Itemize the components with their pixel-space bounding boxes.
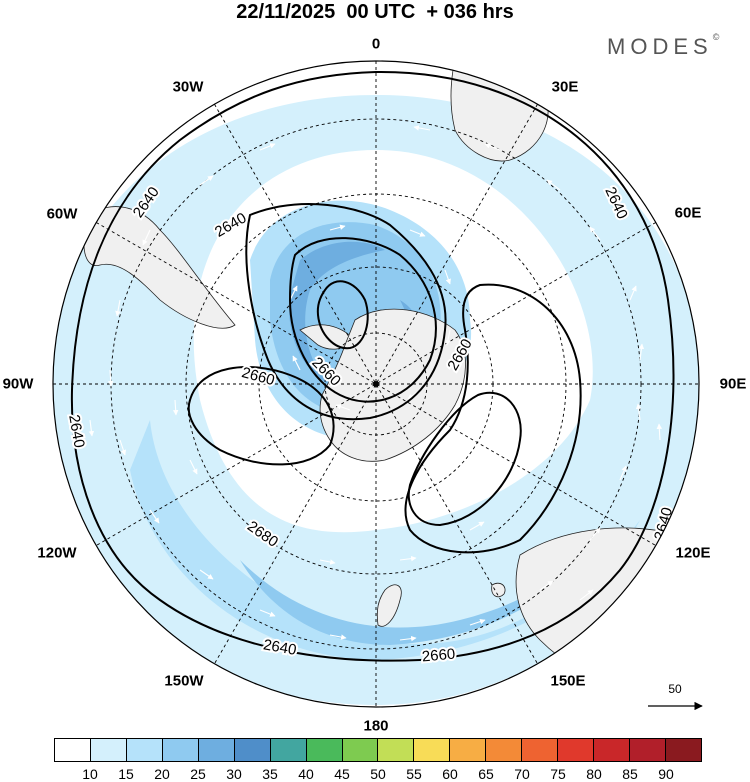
lon-label-150e: 150E xyxy=(550,672,586,690)
colorbar-segment xyxy=(126,739,163,761)
colorbar-tick-label: 15 xyxy=(118,766,134,782)
colorbar-segment xyxy=(90,739,127,761)
contour-label: 2660 xyxy=(421,646,456,666)
colorbar-segment xyxy=(558,739,595,761)
brand-logo: MODES© xyxy=(607,32,720,60)
copyright-mark: © xyxy=(712,32,720,42)
colorbar-tick-label: 75 xyxy=(550,766,566,782)
colorbar-segment xyxy=(378,739,415,761)
contour-2660-west xyxy=(187,366,335,466)
colorbar-segment xyxy=(234,739,271,761)
lon-label-180: 180 xyxy=(363,717,389,735)
lon-label-150w: 150W xyxy=(164,672,204,690)
graticule xyxy=(53,61,699,707)
colorbar-segment xyxy=(594,739,630,761)
colorbar-tick-label: 10 xyxy=(82,766,98,782)
contour-2640-outer xyxy=(70,70,675,662)
map-boundary xyxy=(52,60,700,708)
colorbar-tick-label: 40 xyxy=(298,766,314,782)
colorbar-tick-label: 20 xyxy=(154,766,170,782)
colorbar-segment xyxy=(162,739,199,761)
colorbar-tick-label: 50 xyxy=(370,766,386,782)
colorbar-segment xyxy=(665,739,701,761)
lon-label-120w: 120W xyxy=(37,544,77,562)
colorbar-segment xyxy=(630,739,666,761)
wind-vectors xyxy=(88,125,663,642)
contour-2660-east xyxy=(404,283,582,554)
colorbar-tick-label: 90 xyxy=(658,766,674,782)
lon-label-30e: 30E xyxy=(551,78,579,96)
colorbar-segment xyxy=(450,739,487,761)
lon-label-30w: 30W xyxy=(172,78,204,96)
colorbar-segment xyxy=(342,739,379,761)
reference-vector-label: 50 xyxy=(668,682,682,696)
colorbar-tick-label: 30 xyxy=(226,766,242,782)
colorbar-tick-label: 65 xyxy=(478,766,494,782)
wind-band-south-strong xyxy=(240,545,590,645)
colorbar-segment xyxy=(522,739,559,761)
new-zealand xyxy=(376,584,402,627)
lon-label-90e: 90E xyxy=(719,375,747,393)
contour-low xyxy=(316,280,369,350)
colorbar-tick-label: 70 xyxy=(514,766,530,782)
colorbar-tick-label: 45 xyxy=(334,766,350,782)
lon-label-60w: 60W xyxy=(46,205,78,223)
colorbar-tick-label: 25 xyxy=(190,766,206,782)
lon-label-0: 0 xyxy=(371,35,381,53)
wind-band-south xyxy=(130,420,640,660)
contour-2680 xyxy=(407,391,522,527)
pole-marker xyxy=(373,381,379,387)
wind-core-strong xyxy=(289,241,385,385)
colorbar-segment xyxy=(486,739,523,761)
contour-2640-inner xyxy=(245,203,447,421)
colorbar-tick-label: 60 xyxy=(442,766,458,782)
colorbar-tick-label: 80 xyxy=(586,766,602,782)
colorbar-tick-label: 35 xyxy=(262,766,278,782)
colorbar-segment xyxy=(198,739,235,761)
colorbar-segment xyxy=(306,739,343,761)
tasmania xyxy=(491,582,506,598)
contour-2660-main xyxy=(288,237,437,403)
colorbar-tick-label: 55 xyxy=(406,766,422,782)
brand-text: MODES xyxy=(607,34,713,59)
lon-label-90w: 90W xyxy=(2,375,34,393)
colorbar-segment xyxy=(55,739,91,761)
south-america xyxy=(83,206,236,329)
colorbar-segment xyxy=(414,739,451,761)
lon-label-120e: 120E xyxy=(675,544,711,562)
colorbar-tick-label: 85 xyxy=(622,766,638,782)
colorbar-segment xyxy=(270,739,307,761)
map-title: 22/11/2025 00 UTC + 036 hrs xyxy=(236,1,514,23)
lon-label-60e: 60E xyxy=(674,204,702,222)
colorbar xyxy=(54,738,702,762)
height-contours xyxy=(70,70,675,662)
